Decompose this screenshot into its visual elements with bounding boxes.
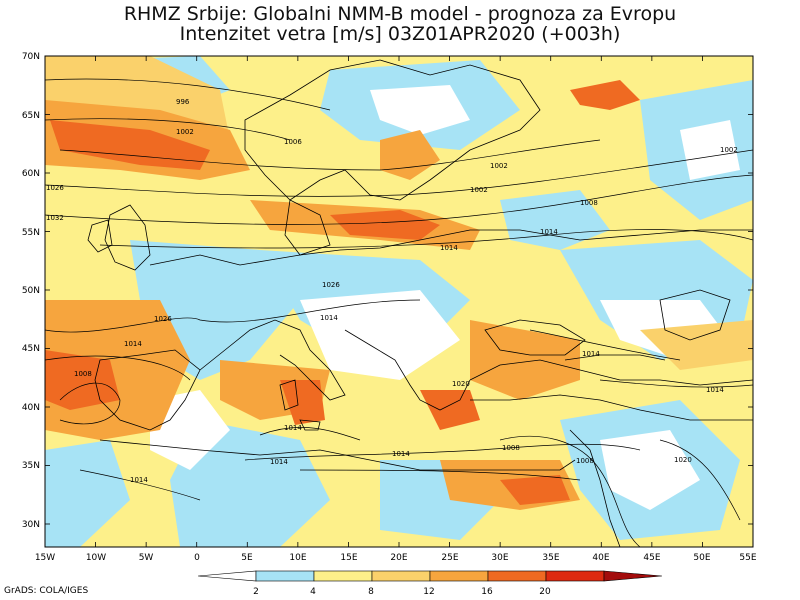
lon-label: 40E	[592, 553, 609, 563]
colorbar-segment	[313, 570, 373, 582]
isobars	[45, 78, 753, 547]
lat-labels: 70N 65N 60N 55N 50N 45N 40N 35N 30N	[22, 52, 40, 530]
lat-label: 55N	[22, 228, 40, 238]
colorbar-label: 8	[368, 587, 374, 597]
isobar-label: 1002	[490, 162, 508, 170]
isobar-label: 1014	[130, 476, 148, 484]
lon-labels: 15W 10W 5W 0 5E 10E 15E 20E 25E 30E 35E …	[35, 553, 757, 563]
lat-label: 30N	[22, 520, 40, 530]
isobar-label: 1032	[46, 214, 64, 222]
colorbar-segment	[603, 570, 663, 582]
isobar-label: 1014	[440, 244, 458, 252]
colorbar-segment	[487, 570, 547, 582]
axis-ticks	[44, 55, 754, 547]
colorbar-segment	[255, 570, 315, 582]
lon-label: 35E	[542, 553, 559, 563]
lat-label: 70N	[22, 52, 40, 62]
lon-label: 25E	[441, 553, 458, 563]
isobar-label: 1014	[124, 340, 142, 348]
isobar-label: 1002	[470, 186, 488, 194]
lon-label: 15W	[35, 553, 55, 563]
lon-label: 0	[194, 553, 200, 563]
isobar-label: 1014	[284, 424, 302, 432]
lat-label: 35N	[22, 461, 40, 471]
map-title-line2: Intenzitet vetra [m/s] 03Z01APR2020 (+00…	[179, 23, 621, 45]
isobar-label: 1006	[284, 138, 302, 146]
lon-label: 30E	[491, 553, 508, 563]
colorbar-label: 2	[253, 587, 259, 597]
isobar-label: 1014	[270, 458, 288, 466]
credit-text: GrADS: COLA/IGES	[4, 586, 89, 596]
isobar-label: 1014	[320, 314, 338, 322]
lon-label: 10E	[289, 553, 306, 563]
isobar-labels: 996 1002 1006 1002 1002 1008 1014 1026 1…	[46, 98, 738, 484]
lon-label: 10W	[86, 553, 106, 563]
isobar-label: 996	[176, 98, 190, 106]
lon-label: 15E	[340, 553, 357, 563]
lon-label: 45E	[643, 553, 660, 563]
isobar-label: 1008	[580, 199, 598, 207]
isobar-label: 1014	[392, 450, 410, 458]
lat-label: 65N	[22, 111, 40, 121]
isobar-label: 1026	[46, 184, 64, 192]
colorbar-segment	[545, 570, 605, 582]
colorbar-label: 20	[539, 587, 551, 597]
lon-label: 20E	[390, 553, 407, 563]
wind-field	[45, 56, 753, 547]
isobar-label: 1008	[502, 444, 520, 452]
map-title-line1: RHMZ Srbije: Globalni NMM-B model - prog…	[123, 3, 677, 25]
lon-label: 5W	[139, 553, 154, 563]
lon-label: 55E	[739, 553, 756, 563]
isobar-label: 1020	[452, 380, 470, 388]
isobar-label: 1026	[154, 315, 172, 323]
lat-label: 60N	[22, 169, 40, 179]
colorbar-label: 4	[310, 587, 316, 597]
colorbar	[197, 570, 663, 582]
colorbar-segment	[371, 570, 431, 582]
colorbar-label: 16	[481, 587, 493, 597]
isobar-label: 1008	[74, 370, 92, 378]
isobar-label: 1014	[540, 228, 558, 236]
isobar-label: 1020	[674, 456, 692, 464]
isobar-label: 1026	[322, 281, 340, 289]
coastlines	[87, 59, 753, 547]
isobar-label: 1008	[576, 457, 594, 465]
colorbar-labels: 2 4 8 12 16 20	[253, 587, 551, 597]
lat-label: 45N	[22, 344, 40, 354]
lon-label: 5E	[241, 553, 253, 563]
colorbar-segment	[197, 570, 257, 582]
isobar-label: 1002	[176, 128, 194, 136]
colorbar-label: 12	[423, 587, 434, 597]
isobar-label: 1014	[706, 386, 724, 394]
isobar-label: 1002	[720, 146, 738, 154]
colorbar-segment	[429, 570, 489, 582]
lat-label: 50N	[22, 286, 40, 296]
lon-label: 50E	[693, 553, 710, 563]
isobar-label: 1014	[582, 350, 600, 358]
lat-label: 40N	[22, 403, 40, 413]
